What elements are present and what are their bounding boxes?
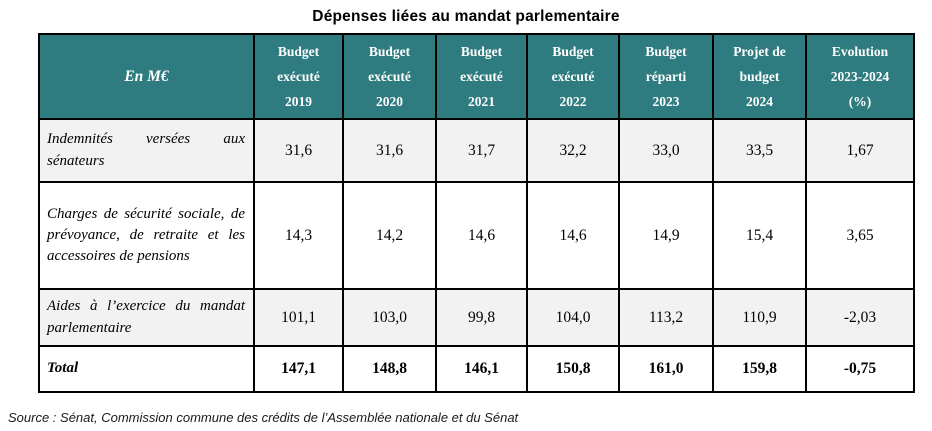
value-cell: 14,9 [618,181,714,290]
row-label: Charges de sécurité sociale, de prévoyan… [38,181,255,290]
value-cell: -2,03 [805,288,915,347]
budget-table: En M€ Budget exécuté 2019 Budget exécuté… [38,33,915,393]
table-header-row: En M€ Budget exécuté 2019 Budget exécuté… [38,33,915,120]
value-cell: 31,6 [342,118,437,183]
value-cell: 31,7 [435,118,528,183]
table-row-indemnites: Indemnités versées aux sénateurs 31,6 31… [38,118,915,183]
value-cell: 15,4 [712,181,807,290]
total-value-cell: 146,1 [435,345,528,393]
source-caption: Source : Sénat, Commission commune des c… [8,410,519,425]
total-value-cell: 161,0 [618,345,714,393]
value-cell: 14,3 [253,181,344,290]
value-cell: 33,5 [712,118,807,183]
value-cell: 32,2 [526,118,620,183]
row-label: Indemnités versées aux sénateurs [38,118,255,183]
value-cell: 113,2 [618,288,714,347]
column-header-budget-execute-2021: Budget exécuté 2021 [435,33,528,120]
total-value-cell: 150,8 [526,345,620,393]
value-cell: 101,1 [253,288,344,347]
total-value-cell: 148,8 [342,345,437,393]
table-row-charges: Charges de sécurité sociale, de prévoyan… [38,181,915,290]
column-header-budget-reparti-2023: Budget réparti 2023 [618,33,714,120]
column-header-budget-execute-2022: Budget exécuté 2022 [526,33,620,120]
total-value-cell: -0,75 [805,345,915,393]
column-header-budget-execute-2020: Budget exécuté 2020 [342,33,437,120]
value-cell: 3,65 [805,181,915,290]
column-header-evolution: Evolution 2023-2024 (%) [805,33,915,120]
table-row-total: Total 147,1 148,8 146,1 150,8 161,0 159,… [38,345,915,393]
value-cell: 99,8 [435,288,528,347]
total-value-cell: 159,8 [712,345,807,393]
value-cell: 104,0 [526,288,620,347]
value-cell: 1,67 [805,118,915,183]
column-header-projet-budget-2024: Projet de budget 2024 [712,33,807,120]
value-cell: 14,6 [526,181,620,290]
value-cell: 14,2 [342,181,437,290]
total-value-cell: 147,1 [253,345,344,393]
value-cell: 110,9 [712,288,807,347]
unit-label-cell: En M€ [38,33,255,120]
value-cell: 33,0 [618,118,714,183]
page-title: Dépenses liées au mandat parlementaire [312,8,620,25]
value-cell: 14,6 [435,181,528,290]
table-row-aides: Aides à l’exercice du mandat parlementai… [38,288,915,347]
row-label: Aides à l’exercice du mandat parlementai… [38,288,255,347]
total-label: Total [38,345,255,393]
value-cell: 103,0 [342,288,437,347]
column-header-budget-execute-2019: Budget exécuté 2019 [253,33,344,120]
value-cell: 31,6 [253,118,344,183]
